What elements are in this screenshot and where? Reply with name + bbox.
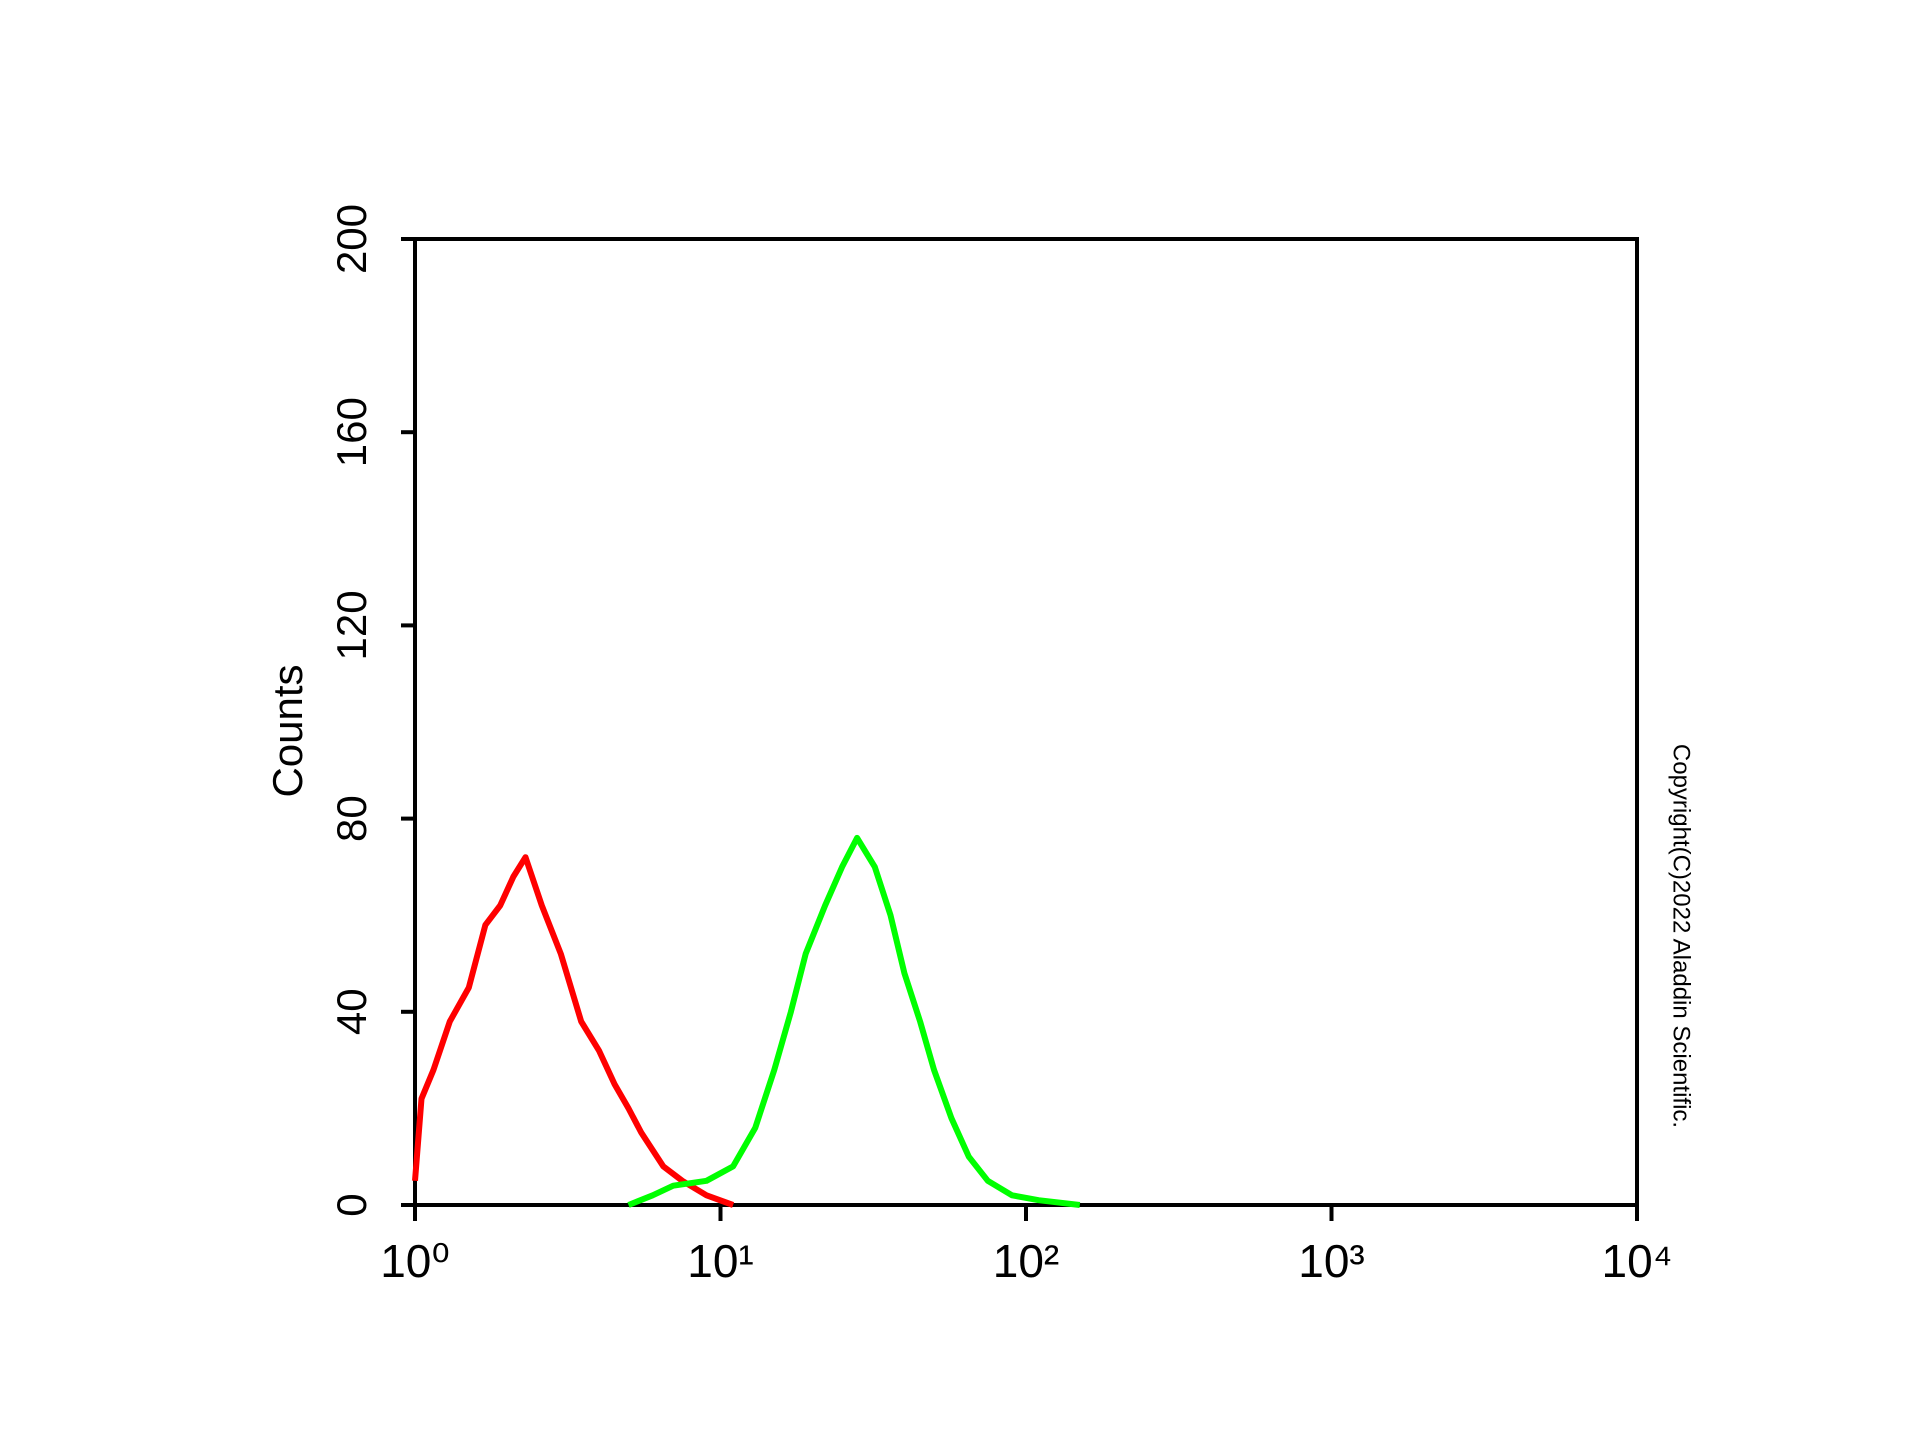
- series-line: [627, 834, 1081, 1208]
- copyright: Copyright(C)2022 Aladdin Scientific.: [1668, 744, 1695, 1128]
- x-tick-label: 10¹: [687, 1235, 753, 1287]
- y-tick-label: 80: [328, 795, 375, 842]
- x-tick-label: 10⁴: [1602, 1235, 1673, 1287]
- y-tick-label: 0: [328, 1193, 375, 1216]
- x-tick-label: 10²: [993, 1235, 1059, 1287]
- series-line: [412, 854, 735, 1208]
- y-tick-label: 40: [328, 988, 375, 1035]
- plot-frame: [413, 237, 1639, 1207]
- y-tick-label: 200: [328, 204, 375, 274]
- y-tick-label: 160: [328, 397, 375, 467]
- y-tick-label: 120: [328, 590, 375, 660]
- y-axis-label: Counts: [264, 664, 311, 797]
- x-tick-label: 10³: [1298, 1235, 1364, 1287]
- x-tick-label: 10⁰: [380, 1235, 450, 1287]
